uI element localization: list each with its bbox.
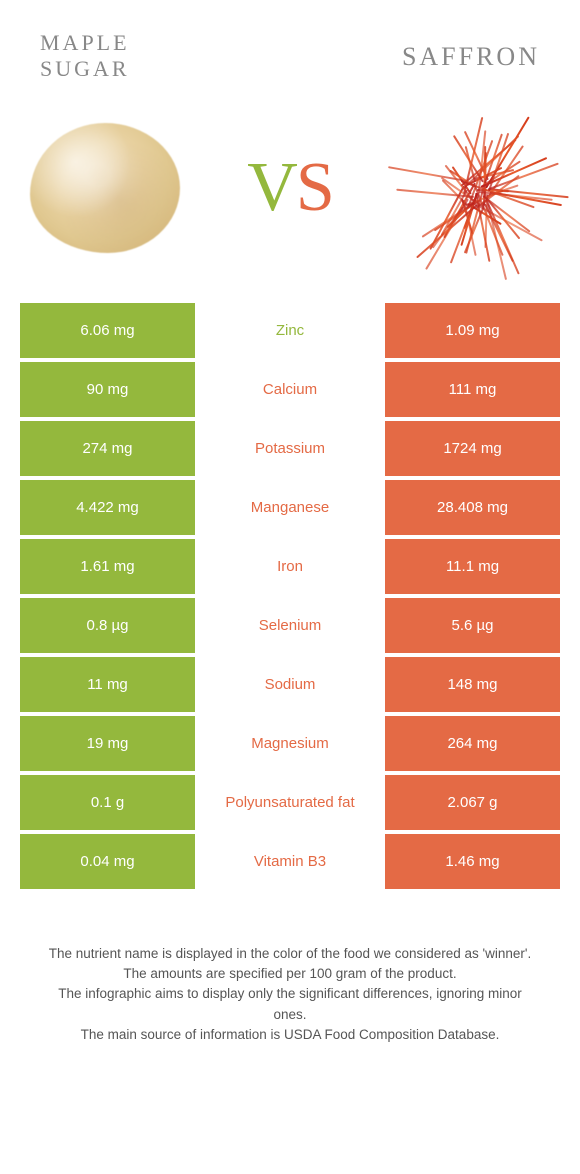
table-row: 0.8 µgSelenium5.6 µg (20, 598, 560, 653)
right-value: 5.6 µg (385, 598, 560, 653)
left-value: 0.04 mg (20, 834, 195, 889)
nutrient-name: Sodium (195, 657, 385, 712)
right-value: 264 mg (385, 716, 560, 771)
nutrient-name: Polyunsaturated fat (195, 775, 385, 830)
left-value: 19 mg (20, 716, 195, 771)
right-value: 1.09 mg (385, 303, 560, 358)
nutrient-name: Manganese (195, 480, 385, 535)
nutrient-table: 6.06 mgZinc1.09 mg90 mgCalcium111 mg274 … (20, 303, 560, 889)
right-value: 1724 mg (385, 421, 560, 476)
footer-line: The infographic aims to display only the… (40, 984, 540, 1025)
footer-line: The amounts are specified per 100 gram o… (40, 964, 540, 984)
left-food-title: MAPLE SUGAR (40, 30, 130, 83)
table-row: 6.06 mgZinc1.09 mg (20, 303, 560, 358)
table-row: 90 mgCalcium111 mg (20, 362, 560, 417)
right-value: 148 mg (385, 657, 560, 712)
left-value: 11 mg (20, 657, 195, 712)
vs-v: V (247, 149, 296, 226)
table-row: 0.1 gPolyunsaturated fat2.067 g (20, 775, 560, 830)
left-value: 4.422 mg (20, 480, 195, 535)
maple-sugar-image (20, 103, 190, 273)
nutrient-name: Vitamin B3 (195, 834, 385, 889)
header: MAPLE SUGAR SAFFRON (0, 0, 580, 93)
right-value: 11.1 mg (385, 539, 560, 594)
nutrient-name: Zinc (195, 303, 385, 358)
table-row: 1.61 mgIron11.1 mg (20, 539, 560, 594)
right-value: 1.46 mg (385, 834, 560, 889)
right-value: 2.067 g (385, 775, 560, 830)
table-row: 4.422 mgManganese28.408 mg (20, 480, 560, 535)
left-value: 6.06 mg (20, 303, 195, 358)
right-food-title: SAFFRON (402, 41, 540, 72)
nutrient-name: Potassium (195, 421, 385, 476)
nutrient-name: Calcium (195, 362, 385, 417)
images-row: VS (0, 93, 580, 293)
saffron-image (390, 103, 560, 273)
left-value: 1.61 mg (20, 539, 195, 594)
left-value: 0.8 µg (20, 598, 195, 653)
right-value: 28.408 mg (385, 480, 560, 535)
nutrient-name: Iron (195, 539, 385, 594)
table-row: 11 mgSodium148 mg (20, 657, 560, 712)
left-value: 274 mg (20, 421, 195, 476)
left-value: 90 mg (20, 362, 195, 417)
vs-label: VS (247, 148, 333, 228)
vs-s: S (296, 149, 333, 226)
right-value: 111 mg (385, 362, 560, 417)
table-row: 0.04 mgVitamin B31.46 mg (20, 834, 560, 889)
table-row: 274 mgPotassium1724 mg (20, 421, 560, 476)
table-row: 19 mgMagnesium264 mg (20, 716, 560, 771)
footer-line: The main source of information is USDA F… (40, 1025, 540, 1045)
footer-notes: The nutrient name is displayed in the co… (40, 944, 540, 1045)
nutrient-name: Selenium (195, 598, 385, 653)
footer-line: The nutrient name is displayed in the co… (40, 944, 540, 964)
nutrient-name: Magnesium (195, 716, 385, 771)
left-value: 0.1 g (20, 775, 195, 830)
